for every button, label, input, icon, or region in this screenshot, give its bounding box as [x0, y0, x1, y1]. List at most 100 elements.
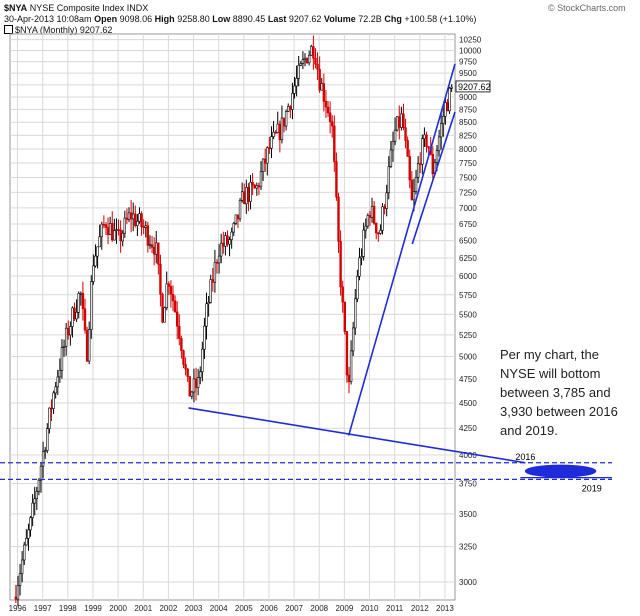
candle-body [318, 69, 321, 91]
candle-body [255, 185, 259, 189]
candle-body [104, 224, 108, 228]
candle-body [238, 200, 242, 220]
candle-body [402, 113, 405, 128]
candle-body [226, 235, 229, 245]
candle-body [33, 498, 36, 504]
label-2019: 2019 [582, 483, 602, 493]
candle-body [316, 63, 319, 70]
candle-body [60, 347, 64, 371]
symbol: $NYA [4, 3, 28, 13]
candle-body [25, 538, 28, 546]
y-tick-label: 8750 [459, 105, 477, 114]
candle-body [282, 117, 286, 127]
candle-body [20, 559, 24, 575]
candle-body [108, 223, 112, 235]
candle-body [335, 161, 338, 198]
candle-body [215, 262, 219, 264]
x-tick-label: 1996 [9, 604, 27, 613]
y-tick-label: 6500 [459, 237, 477, 246]
candle-body [125, 217, 129, 220]
candle-body [328, 112, 332, 123]
candle-body [324, 101, 328, 108]
index-name: NYSE Composite Index [29, 3, 125, 13]
candle-body [272, 131, 275, 137]
legend-swatch-icon [4, 25, 13, 34]
candle-body [182, 350, 185, 365]
y-tick-label: 3500 [459, 510, 477, 519]
candle-body [236, 214, 240, 220]
chart-header-line-1: $NYA NYSE Composite Index INDX [4, 3, 148, 13]
candle-body [111, 223, 114, 241]
candle-body [123, 217, 127, 234]
candle-body [370, 205, 374, 218]
candle-body [83, 308, 87, 331]
candle-body [58, 369, 62, 378]
chart-header-line-2: 30-Apr-2013 10:08am Open 9098.06 High 92… [4, 14, 477, 24]
candle-body [106, 227, 110, 235]
candle-body [259, 171, 263, 188]
candle-body [410, 179, 414, 201]
candle-body [435, 150, 439, 164]
candle-body [351, 327, 355, 352]
candle-body [219, 242, 223, 257]
candle-body [393, 129, 397, 142]
x-tick-label: 2002 [159, 604, 177, 613]
candle-body [228, 239, 231, 245]
y-tick-label: 5000 [459, 352, 477, 361]
candle-body [35, 490, 39, 500]
x-tick-label: 2012 [411, 604, 429, 613]
candle-body [247, 187, 250, 202]
y-tick-label: 3750 [459, 479, 477, 488]
candle-body [356, 275, 359, 300]
y-axis-ticks: 3000 3250 3500 3750 4000 4250 4500 4750 5000 5250… [459, 36, 482, 587]
candle-body [307, 54, 311, 64]
candle-body [165, 283, 168, 309]
x-tick-label: 2011 [386, 604, 404, 613]
candle-body [297, 65, 300, 79]
y-tick-label: 3000 [459, 578, 477, 587]
candle-body [224, 235, 227, 247]
candle-body [37, 479, 41, 492]
candle-body [85, 329, 89, 362]
x-tick-label: 1997 [34, 604, 52, 613]
y-tick-label: 9750 [459, 58, 477, 67]
candle-body [360, 256, 363, 259]
candle-body [230, 231, 233, 240]
candle-body [127, 212, 131, 220]
candle-body [232, 223, 235, 233]
y-tick-label: 3250 [459, 543, 477, 552]
candle-body [102, 223, 106, 226]
y-tick-label: 8500 [459, 118, 477, 127]
candle-body [299, 63, 303, 66]
candle-body [23, 544, 26, 561]
candle-body [50, 407, 53, 410]
candle-body [379, 230, 382, 234]
candle-body [245, 187, 248, 205]
candle-body [175, 311, 179, 327]
candle-body [144, 225, 147, 228]
candle-body [43, 450, 47, 452]
x-tick-label: 2000 [109, 604, 127, 613]
date: 30-Apr-2013 10:08am [4, 14, 92, 24]
candle-body [81, 292, 85, 310]
candle-body [450, 86, 453, 89]
candle-body [421, 138, 424, 165]
candle-body [268, 147, 271, 149]
candle-body [209, 279, 212, 303]
candle-body [331, 121, 334, 127]
candle-body [134, 213, 137, 227]
candle-body [67, 327, 70, 336]
candle-body [251, 182, 254, 186]
candle-body [341, 286, 344, 303]
x-tick-label: 2013 [436, 604, 454, 613]
y-tick-label: 4250 [459, 424, 477, 433]
y-tick-label: 7750 [459, 159, 477, 168]
candle-body [192, 378, 196, 393]
candle-body [138, 213, 141, 222]
candle-body [427, 146, 430, 149]
candle-body [136, 220, 139, 227]
candle-body [266, 147, 269, 164]
candle-body [54, 386, 57, 394]
candle-body [257, 185, 261, 188]
